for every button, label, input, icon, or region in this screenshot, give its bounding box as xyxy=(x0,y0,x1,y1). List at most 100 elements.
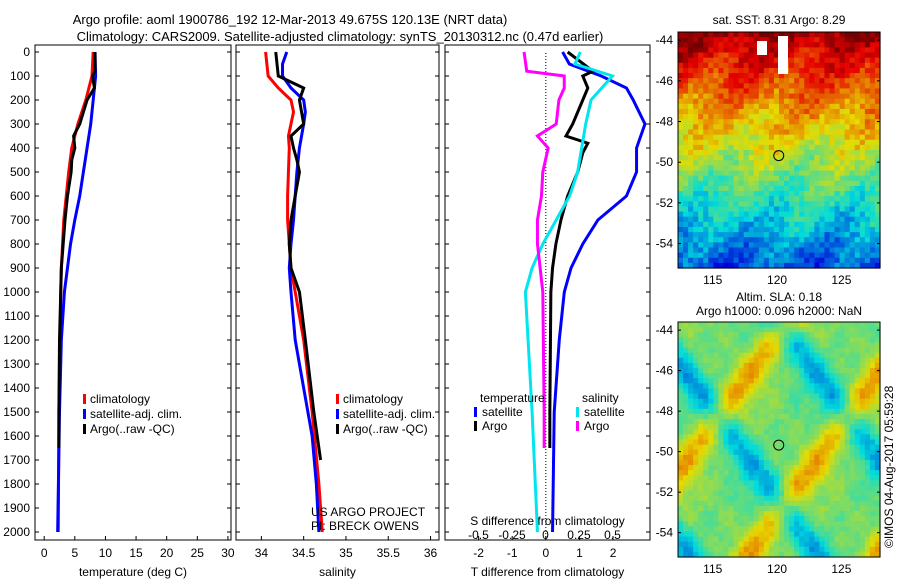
map-cell xyxy=(688,175,694,182)
map-cell xyxy=(678,444,684,451)
map-cell xyxy=(768,398,775,405)
map-cell xyxy=(864,62,871,69)
map-cell xyxy=(874,511,881,517)
map-cell xyxy=(703,357,709,364)
map-cell xyxy=(703,459,709,466)
map-cell xyxy=(733,201,740,208)
map-cell xyxy=(874,201,881,208)
map-cell xyxy=(693,434,699,441)
map-cell xyxy=(864,322,871,328)
map-cell xyxy=(874,388,881,395)
map-cell xyxy=(688,67,694,74)
map-cell xyxy=(733,232,740,238)
map-cell xyxy=(693,403,699,410)
map-cell xyxy=(804,434,810,441)
map-cell xyxy=(829,52,836,59)
map-cell xyxy=(708,247,714,254)
map-cell xyxy=(809,139,815,146)
map-cell xyxy=(683,196,689,202)
map-cell xyxy=(814,42,820,48)
map-cell xyxy=(763,252,770,259)
map-cell xyxy=(733,347,740,354)
map-cell xyxy=(688,37,694,43)
map-cell xyxy=(804,57,810,64)
map-cell xyxy=(789,119,795,125)
map-cell xyxy=(703,505,709,512)
map-cell xyxy=(698,383,704,390)
map-cell xyxy=(804,475,810,481)
map-cell xyxy=(683,511,689,517)
map-cell xyxy=(688,490,694,497)
map-cell xyxy=(864,93,871,100)
map-cell xyxy=(683,378,689,384)
map-cell xyxy=(708,327,714,333)
map-cell xyxy=(763,242,770,249)
map-cell xyxy=(809,342,815,349)
map-cell xyxy=(693,449,699,456)
map-cell xyxy=(733,62,740,69)
map-cell xyxy=(864,490,871,497)
map-cell xyxy=(718,206,725,213)
map-cell xyxy=(688,129,694,136)
map-cell xyxy=(733,83,740,90)
map-cell xyxy=(814,424,820,430)
map-cell xyxy=(794,536,800,543)
map-cell xyxy=(708,237,714,243)
map-cell xyxy=(859,475,866,481)
map-cell xyxy=(763,546,770,553)
lat-tick-label: -54 xyxy=(656,526,674,540)
map-cell xyxy=(743,465,750,471)
map-cell xyxy=(859,516,866,522)
map-cell xyxy=(703,52,709,59)
map-cell xyxy=(738,67,745,74)
map-cell xyxy=(743,475,750,481)
map-cell xyxy=(849,516,856,522)
map-cell xyxy=(789,347,795,354)
map-cell xyxy=(758,485,765,492)
map-cell xyxy=(698,226,704,233)
map-cell xyxy=(824,93,831,100)
map-cell xyxy=(718,505,725,512)
map-cell xyxy=(713,201,719,208)
x-tick-label: 30 xyxy=(221,546,235,560)
map-cell xyxy=(834,155,841,161)
map-cell xyxy=(814,337,820,344)
map-cell xyxy=(733,134,740,141)
map-cell xyxy=(758,57,765,64)
map-cell xyxy=(758,78,765,84)
map-cell xyxy=(733,429,740,435)
map-cell xyxy=(758,175,765,182)
map-cell xyxy=(738,495,745,502)
map-cell xyxy=(758,347,765,354)
map-cell xyxy=(728,52,735,59)
map-cell xyxy=(794,429,800,435)
map-cell xyxy=(849,206,856,213)
map-cell xyxy=(869,439,876,446)
map-cell xyxy=(814,373,820,379)
map-cell xyxy=(698,526,704,533)
map-cell xyxy=(758,88,765,95)
map-cell xyxy=(809,367,815,374)
map-cell xyxy=(794,124,800,131)
map-cell xyxy=(753,32,760,38)
map-cell xyxy=(723,459,730,466)
map-cell xyxy=(834,347,841,354)
map-cell xyxy=(849,383,856,390)
map-cell xyxy=(708,129,714,136)
map-cell xyxy=(683,526,689,533)
map-cell xyxy=(784,475,790,481)
map-cell xyxy=(779,439,785,446)
map-cell xyxy=(758,373,765,379)
map-cell xyxy=(753,216,760,223)
map-cell xyxy=(733,150,740,156)
map-cell xyxy=(864,424,871,430)
map-cell xyxy=(804,226,810,233)
map-cell xyxy=(849,139,856,146)
map-cell xyxy=(804,495,810,502)
map-cell xyxy=(864,114,871,120)
map-cell xyxy=(864,155,871,161)
x-tick-label: 36 xyxy=(424,546,438,560)
lon-tick-label: 120 xyxy=(767,273,787,287)
map-cell xyxy=(779,150,785,156)
map-cell xyxy=(683,434,689,441)
